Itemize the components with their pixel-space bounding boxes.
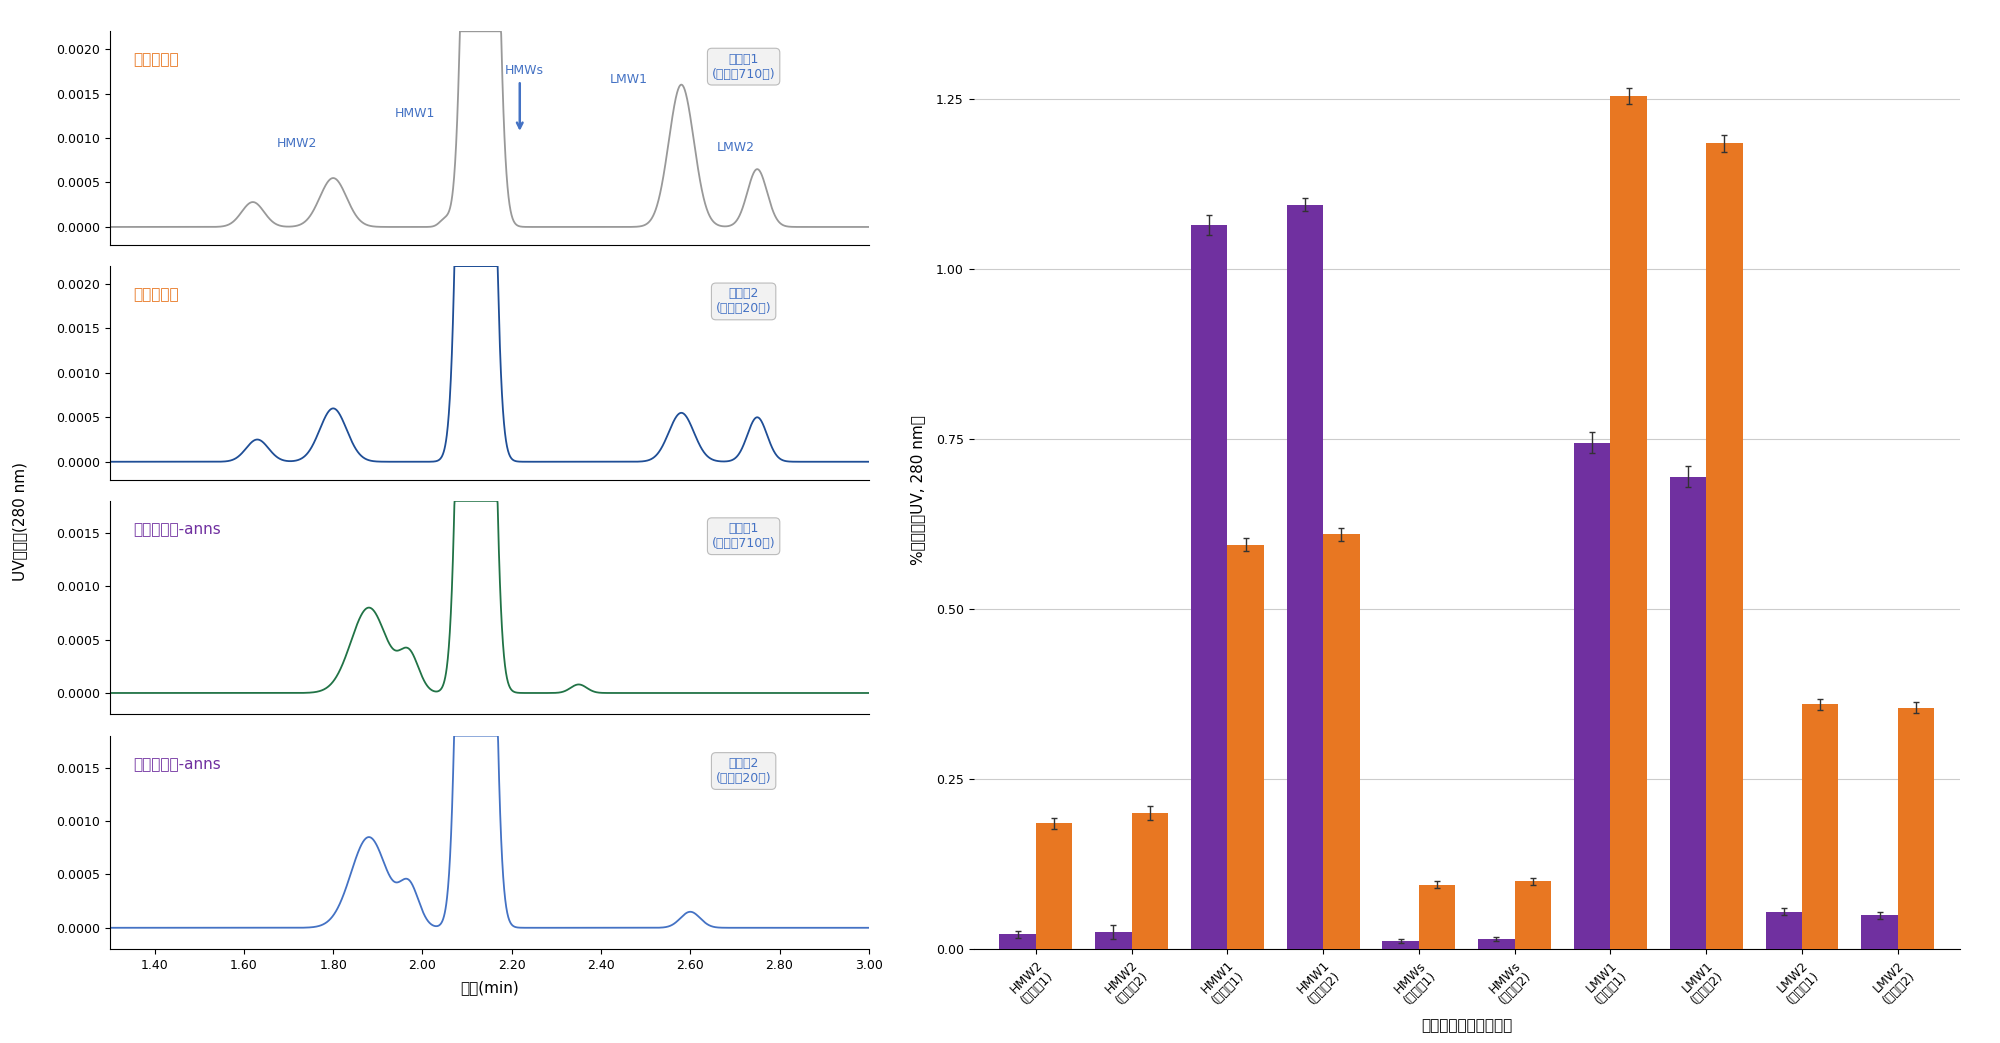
Text: 曲妥珠单抗: 曲妥珠单抗 [132, 52, 178, 68]
Bar [1000, 935, 1036, 949]
Text: HMW2: HMW2 [276, 137, 318, 149]
Bar [1574, 442, 1610, 949]
Bar [1096, 932, 1132, 949]
Text: HMW1: HMW1 [394, 106, 434, 120]
X-axis label: 时间(min): 时间(min) [460, 980, 518, 995]
Text: LMW1: LMW1 [610, 73, 648, 86]
Y-axis label: %峰面积（UV, 280 nm）: %峰面积（UV, 280 nm） [910, 415, 924, 565]
Bar [1036, 823, 1072, 949]
Text: 曲妥珠单抗-anns: 曲妥珠单抗-anns [132, 757, 220, 772]
Text: HMWs: HMWs [504, 64, 544, 77]
Bar [1132, 814, 1168, 949]
Text: 曲妥珠单抗-anns: 曲妥珠单抗-anns [132, 523, 220, 537]
Bar [1898, 708, 1934, 949]
Bar [1478, 939, 1514, 949]
Bar [1324, 534, 1360, 949]
X-axis label: 大小异构体（色谱柱）: 大小异构体（色谱柱） [1422, 1018, 1512, 1034]
Bar [1382, 941, 1418, 949]
Text: UV吸光度(280 nm): UV吸光度(280 nm) [12, 462, 28, 581]
Bar [1190, 225, 1228, 949]
Text: 色谱柱1
(运行约710次): 色谱柱1 (运行约710次) [712, 52, 776, 80]
Bar [1228, 544, 1264, 949]
Bar [1514, 881, 1552, 949]
Bar [1766, 912, 1802, 949]
Bar [1286, 204, 1324, 949]
Bar [1862, 915, 1898, 949]
Bar [1418, 884, 1456, 949]
Bar [1706, 144, 1742, 949]
Text: 色谱柱2
(运行约20次): 色谱柱2 (运行约20次) [716, 757, 772, 785]
Bar [1610, 96, 1646, 949]
Text: 曲妥珠单抗: 曲妥珠单抗 [132, 288, 178, 302]
Text: 色谱柱1
(运行约710次): 色谱柱1 (运行约710次) [712, 523, 776, 551]
Bar [1802, 704, 1838, 949]
Text: 色谱柱2
(运行约20次): 色谱柱2 (运行约20次) [716, 288, 772, 315]
Bar [1670, 477, 1706, 949]
Text: LMW2: LMW2 [718, 141, 756, 153]
